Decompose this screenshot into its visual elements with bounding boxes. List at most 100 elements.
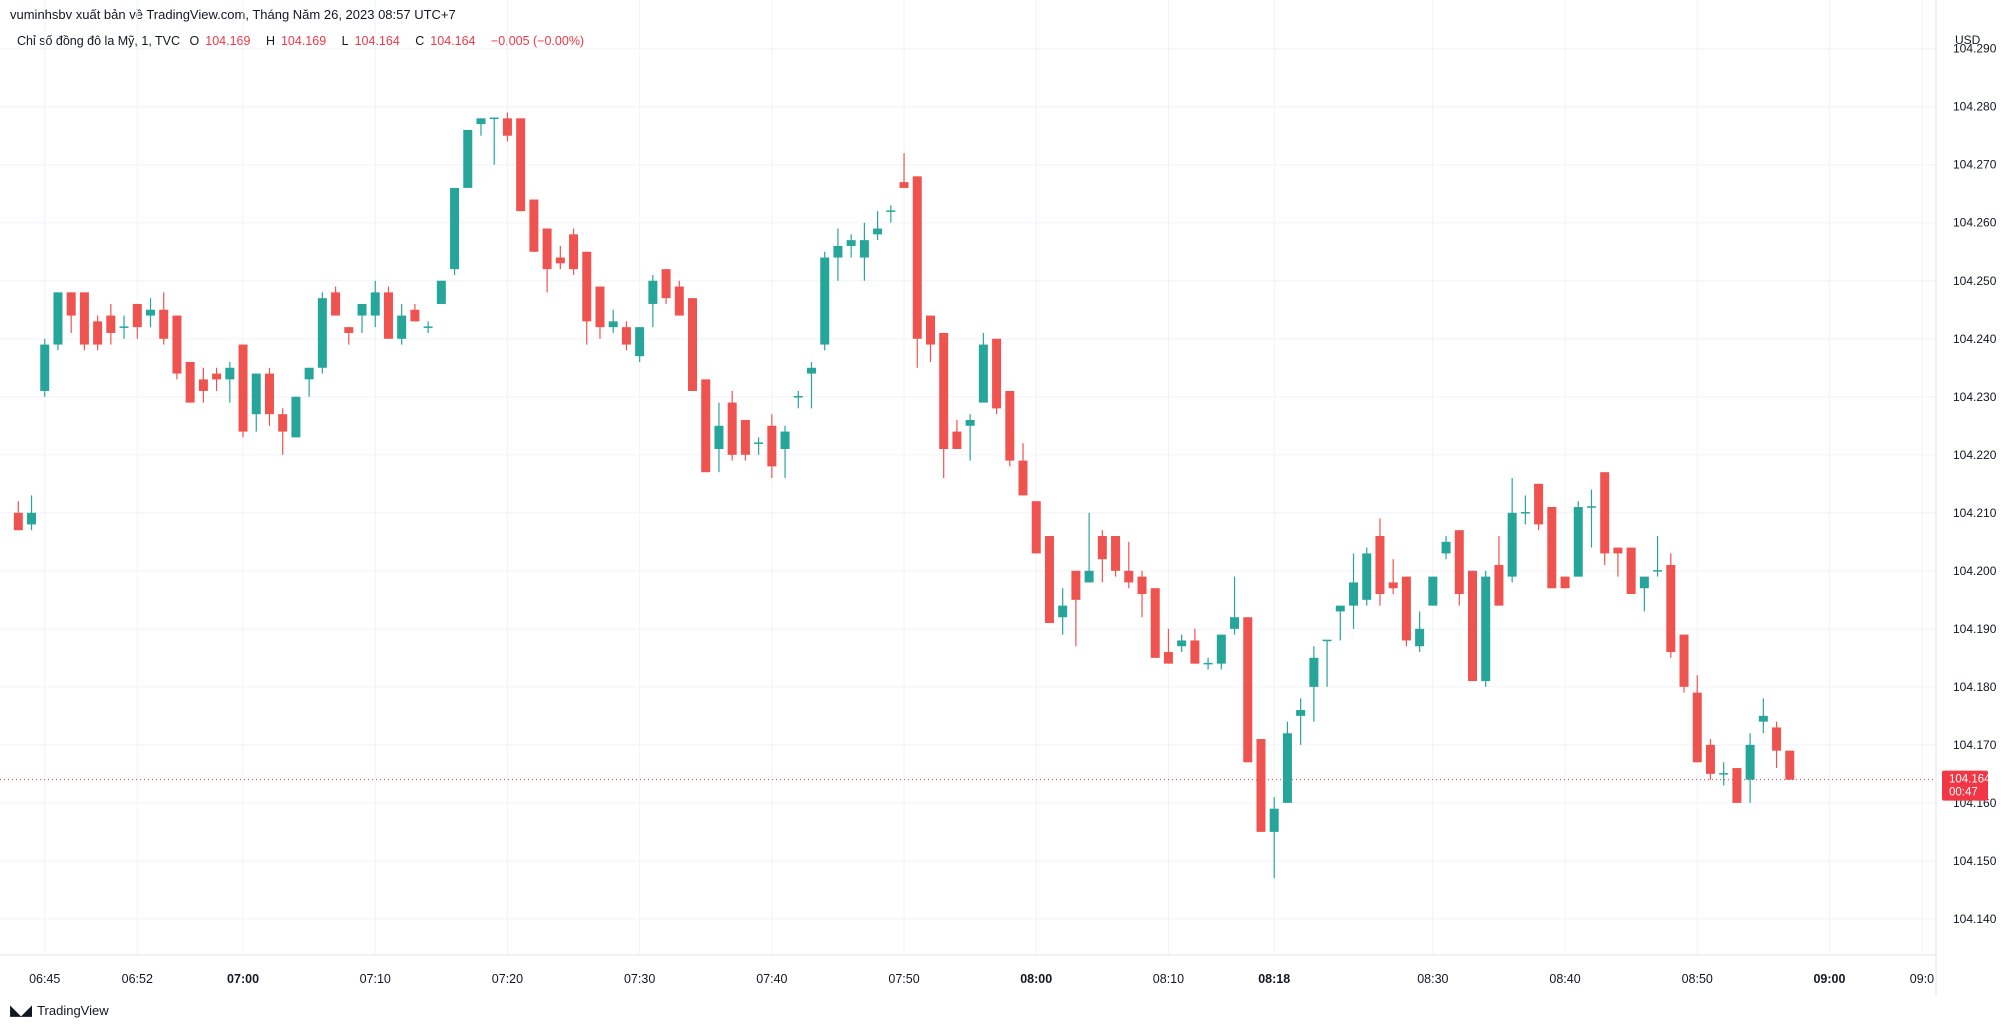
candle — [1560, 576, 1570, 589]
currency-label: USD — [1955, 33, 1981, 47]
candle-body — [1613, 547, 1623, 554]
candle-body — [1203, 662, 1213, 665]
candle-body — [1335, 605, 1345, 612]
candle — [1084, 512, 1094, 583]
candle — [1758, 698, 1768, 734]
candle-body — [1573, 507, 1583, 577]
time-tick-label: 08:50 — [1682, 972, 1713, 986]
candle — [79, 292, 89, 351]
candle-body — [859, 240, 869, 258]
candle — [727, 390, 737, 461]
candle — [1441, 536, 1451, 560]
candle-body — [595, 286, 605, 328]
candle-body — [1772, 727, 1782, 751]
candle — [1415, 611, 1425, 653]
candle — [1705, 739, 1715, 780]
candlestick-chart[interactable]: USD 104.290 104.280 104.270 104.260 104.250 1… — [0, 0, 2013, 1000]
candle-body — [212, 373, 222, 380]
candle — [582, 251, 592, 345]
candle — [1679, 634, 1689, 693]
candle — [1375, 518, 1385, 606]
candle — [264, 367, 274, 426]
candle — [740, 419, 750, 461]
candle-body — [754, 442, 764, 444]
time-tick-label: 08:00 — [1020, 972, 1052, 986]
candle-body — [1058, 605, 1068, 618]
candle-body — [119, 326, 129, 328]
candle — [1520, 495, 1530, 525]
candle — [212, 367, 222, 391]
candle — [317, 292, 327, 374]
candle-body — [833, 245, 843, 258]
candle-body — [740, 419, 750, 455]
candle-body — [1177, 640, 1187, 647]
candle — [661, 269, 671, 304]
candle — [397, 303, 407, 345]
candle-body — [648, 280, 658, 304]
candle — [701, 379, 711, 473]
candle — [1230, 576, 1240, 635]
candle — [1639, 576, 1649, 612]
candle-body — [807, 367, 816, 374]
candle-body — [1256, 739, 1266, 832]
candle-body — [1626, 547, 1636, 595]
candle-body — [608, 321, 618, 328]
candle-body — [53, 292, 63, 345]
last-price-value: 104.164 — [1949, 774, 1991, 786]
candle — [1256, 739, 1266, 832]
legend-high-value: 104.169 — [280, 34, 327, 48]
candle — [1349, 553, 1359, 629]
candle-body — [582, 251, 592, 322]
candle-body — [992, 338, 1002, 409]
candle-body — [516, 118, 526, 212]
tradingview-brand[interactable]: ◣◢ TradingView — [10, 1001, 109, 1019]
candle — [1507, 477, 1517, 583]
candle-body — [873, 228, 883, 235]
legend-symbol[interactable]: Chỉ số đồng đô la Mỹ, 1, TVC — [17, 34, 181, 48]
candle-body — [463, 129, 473, 188]
candle — [1163, 628, 1173, 664]
candle — [383, 286, 393, 339]
legend-close-value: 104.164 — [430, 34, 476, 48]
candle-body — [965, 419, 975, 426]
candle-body — [291, 396, 301, 438]
candle-body — [793, 396, 803, 398]
price-tick-label: 104.190 — [1953, 622, 1997, 636]
time-tick-label: 09:00 — [1813, 972, 1845, 986]
candle-body — [912, 176, 922, 339]
time-tick-label: 07:20 — [492, 972, 523, 986]
candle — [410, 303, 420, 322]
last-price-countdown: 00:47 — [1949, 787, 1978, 799]
candle-body — [159, 309, 169, 339]
candle — [476, 118, 486, 136]
candle-body — [383, 292, 393, 339]
candle — [912, 176, 922, 368]
candle — [1296, 698, 1306, 745]
candle — [1626, 547, 1636, 595]
candle — [1097, 530, 1107, 583]
candle — [899, 153, 909, 188]
candle — [1772, 721, 1782, 769]
candle-body — [27, 512, 37, 525]
candle-body — [767, 425, 777, 467]
candle-body — [674, 286, 684, 316]
candle-body — [555, 257, 565, 264]
candle — [344, 327, 354, 345]
candle-body — [820, 257, 830, 345]
time-tick-label: 07:00 — [227, 972, 259, 986]
candle-body — [1679, 634, 1689, 687]
candle — [1534, 483, 1544, 531]
candle-body — [1692, 692, 1702, 763]
legend-open-value: 104.169 — [205, 34, 251, 48]
candle-body — [1507, 512, 1517, 577]
candle-body — [1163, 652, 1173, 664]
candle-body — [939, 332, 949, 449]
candle — [1732, 768, 1742, 803]
candle — [1468, 570, 1477, 682]
candle — [1190, 628, 1200, 664]
candle-body — [344, 327, 354, 333]
candle-body — [93, 321, 103, 345]
candle — [714, 402, 724, 473]
candle — [992, 338, 1002, 415]
candle-body — [436, 280, 446, 304]
